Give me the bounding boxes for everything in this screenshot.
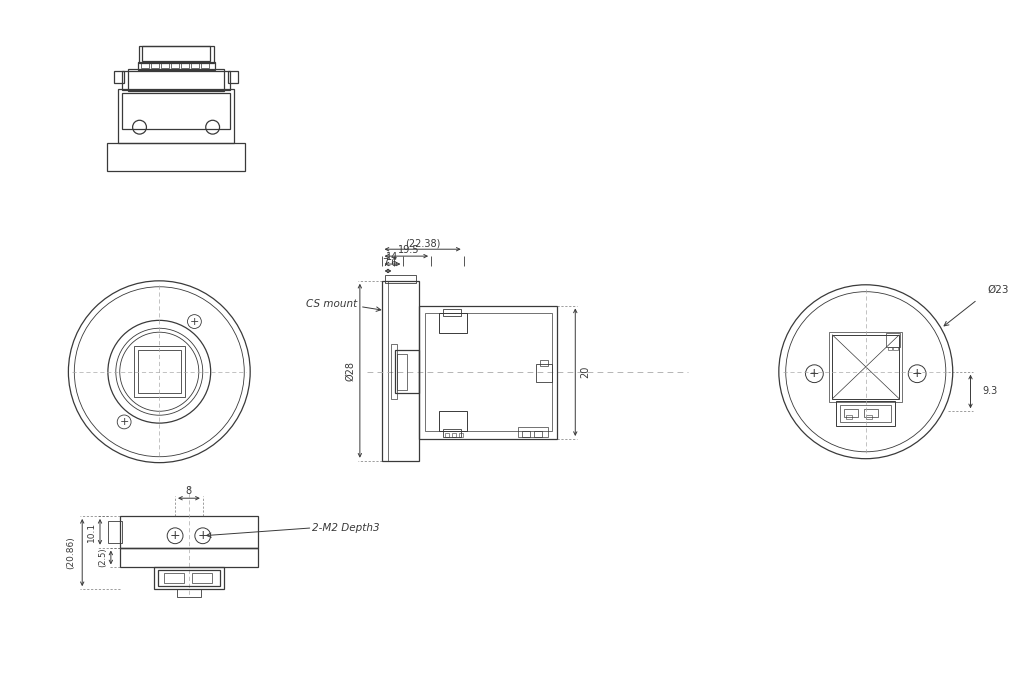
Text: 14: 14 [386,252,399,262]
Bar [122,71,231,90]
Bar [844,409,858,416]
Text: +: + [190,316,199,327]
Bar [425,314,551,431]
Bar [452,433,455,437]
Bar [391,344,398,400]
Text: +: + [119,417,129,427]
Bar [384,275,416,283]
Bar [381,281,419,461]
Text: 10.1: 10.1 [87,522,96,542]
Bar [119,547,259,568]
Bar [445,433,449,437]
Text: (2.5): (2.5) [99,547,107,567]
Bar [518,427,548,437]
Text: 8: 8 [185,486,192,496]
Bar [840,405,891,421]
Bar [829,332,902,402]
Bar [162,63,169,68]
Bar [138,62,214,70]
Bar [139,46,213,63]
Bar [832,335,899,399]
Bar [439,412,467,431]
Bar [192,573,211,583]
Bar [119,516,259,547]
Text: +: + [198,529,208,542]
Bar [229,71,238,83]
Bar [201,63,209,68]
Bar [108,521,122,542]
Bar [171,63,179,68]
Text: +: + [170,529,180,542]
Bar [381,281,387,461]
Bar [117,89,235,143]
Text: (20.86): (20.86) [66,536,75,569]
Bar [396,350,419,393]
Text: 9.3: 9.3 [983,386,998,396]
Bar [443,429,460,437]
Text: 19.5: 19.5 [398,245,419,255]
Text: +: + [912,368,923,380]
Bar [177,589,201,597]
Bar [893,346,898,351]
Bar [122,92,231,130]
Bar [458,433,462,437]
Bar [540,360,548,366]
Bar [134,346,185,398]
Bar [846,414,852,419]
Text: Ø23: Ø23 [988,285,1008,295]
Bar [141,63,149,68]
Text: 2-M2 Depth3: 2-M2 Depth3 [312,523,380,533]
Bar [107,143,245,171]
Bar [836,401,895,426]
Bar [181,63,188,68]
Bar [398,354,407,389]
Bar [151,63,160,68]
Bar [888,346,892,351]
Text: 7.6: 7.6 [382,258,398,268]
Bar [522,431,529,437]
Bar [142,46,210,61]
Bar [864,409,878,416]
Bar [114,71,124,83]
Bar [439,314,467,333]
Bar [128,69,225,90]
Text: CS mount: CS mount [306,299,357,309]
Text: 20: 20 [580,366,590,379]
Bar [866,414,871,419]
Bar [191,63,199,68]
Bar [534,431,542,437]
Text: +: + [810,368,820,380]
Bar [886,332,900,346]
Bar [536,364,551,382]
Text: Ø28: Ø28 [345,360,355,381]
Bar [138,350,181,393]
Bar [419,305,557,439]
Bar [164,573,184,583]
Bar [443,309,460,316]
Bar [159,570,219,586]
Text: (22.38): (22.38) [405,238,440,248]
Bar [154,568,224,589]
